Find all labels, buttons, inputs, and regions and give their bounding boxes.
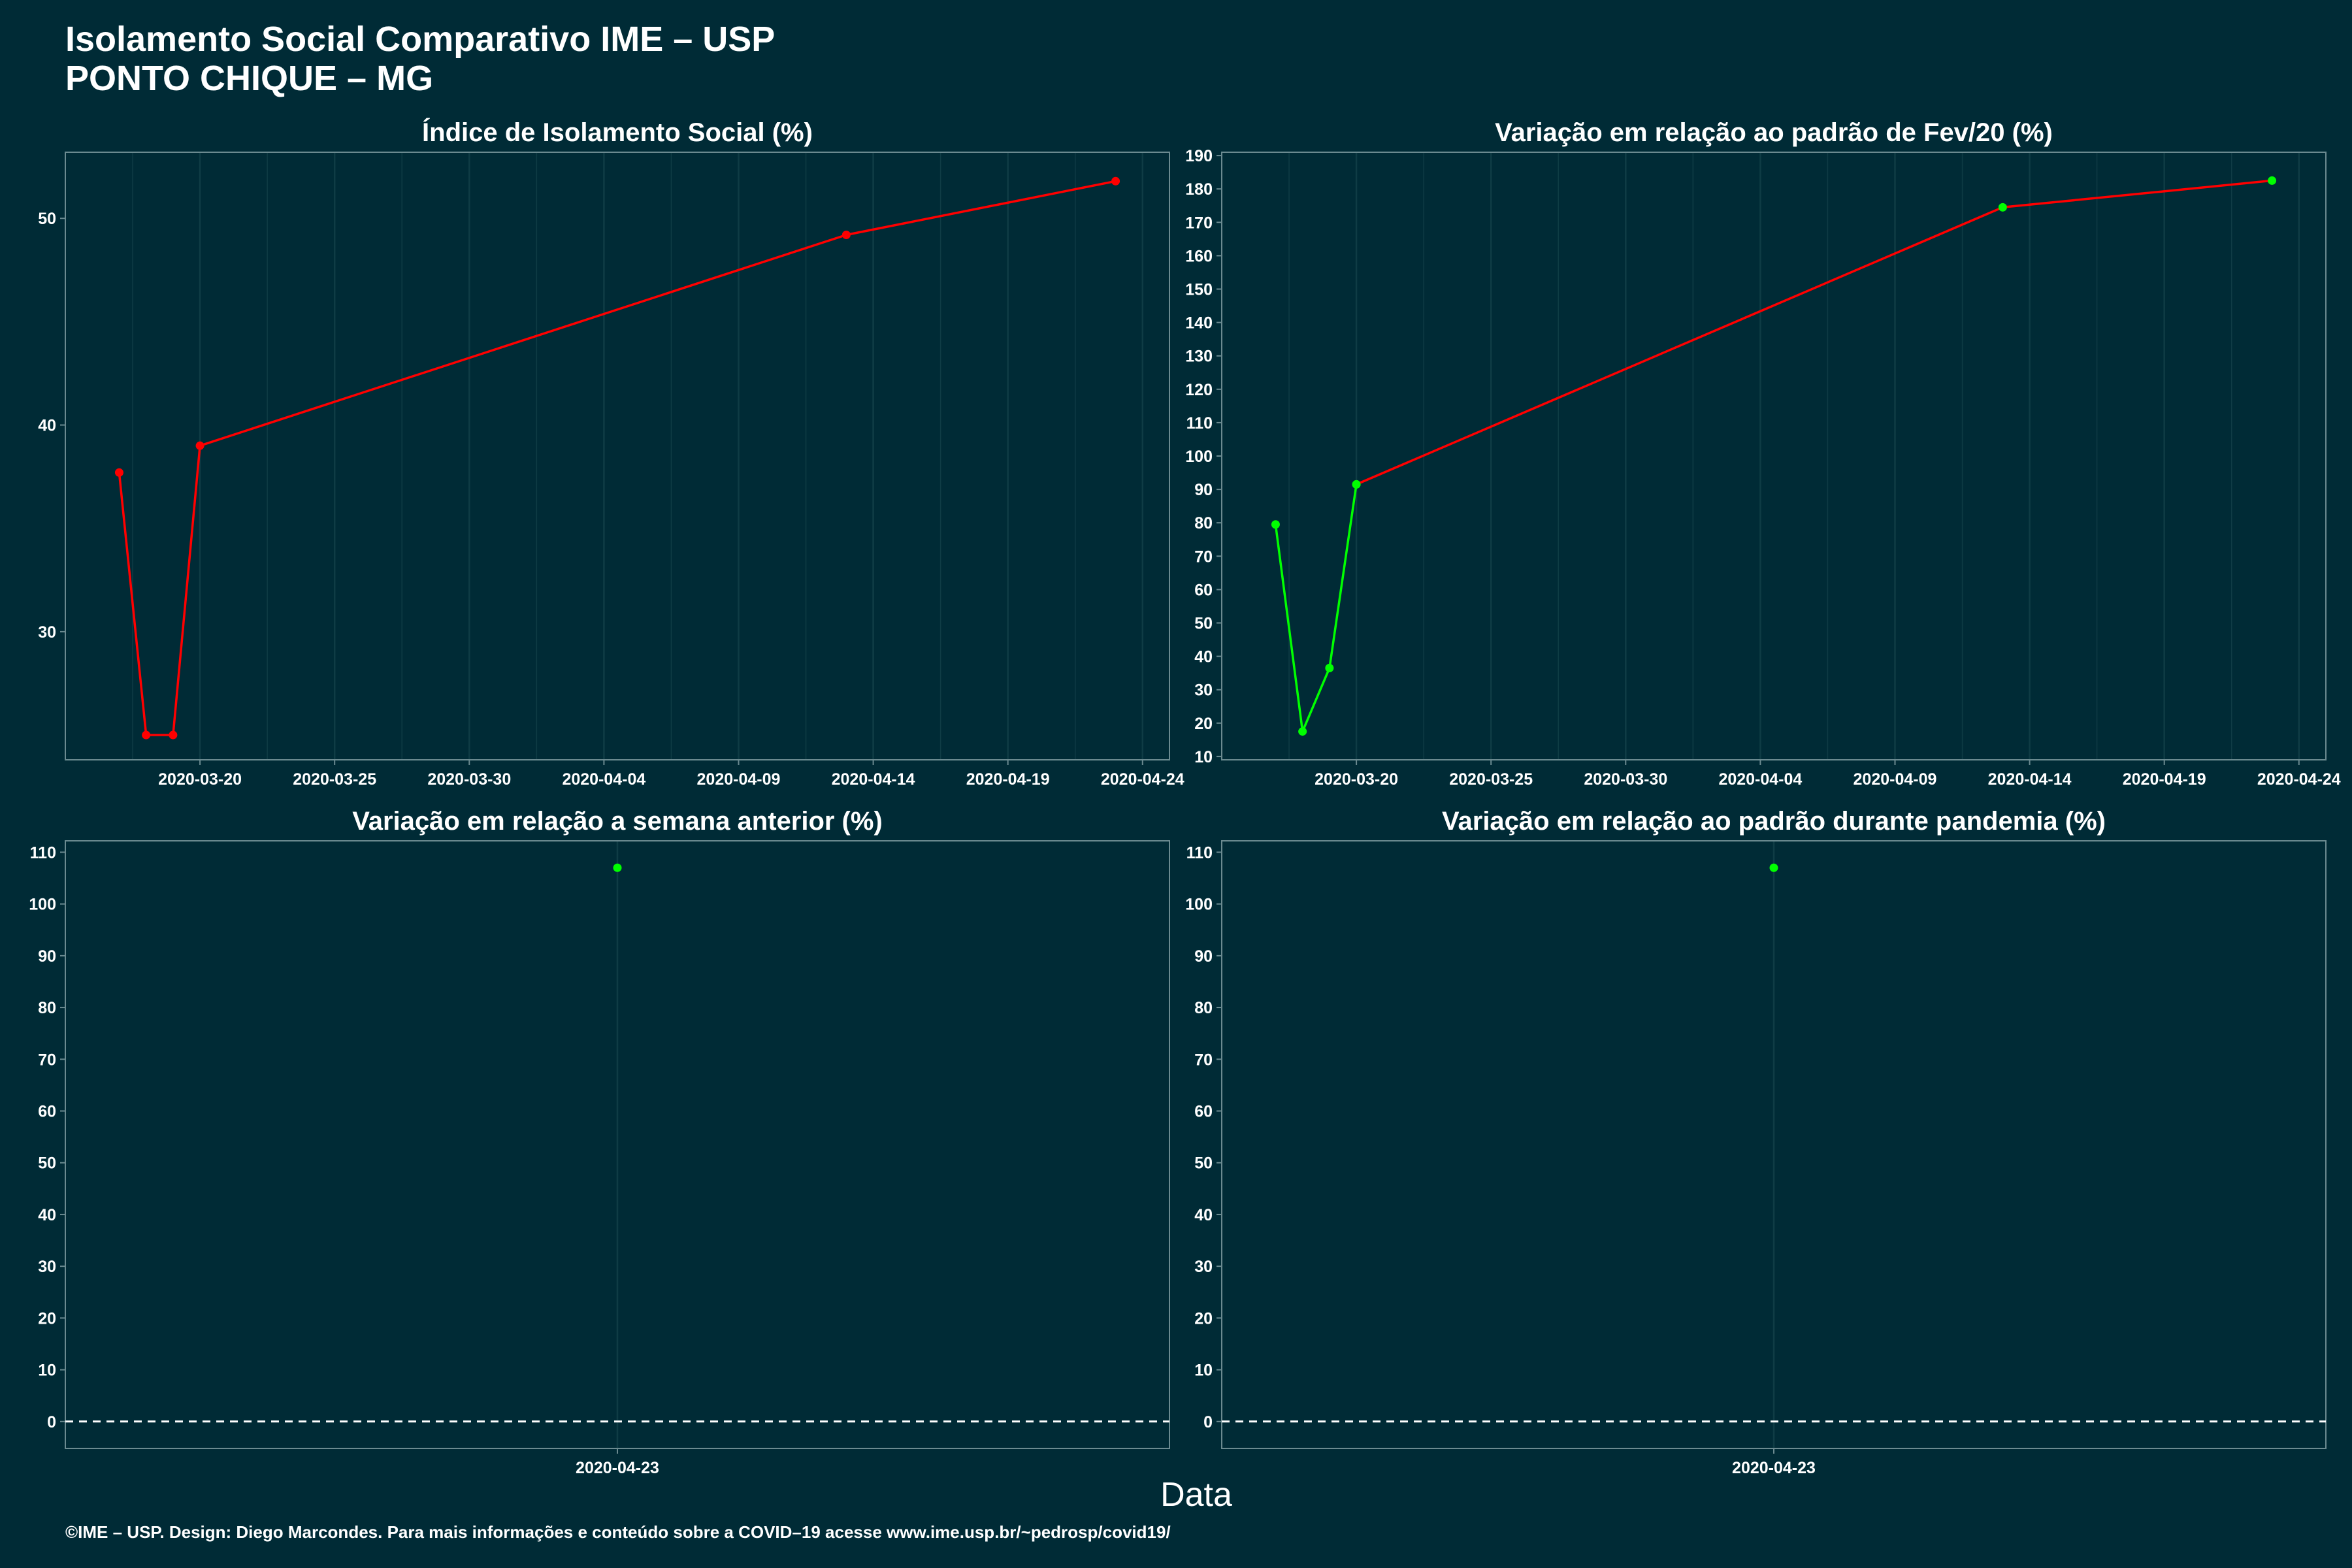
y-tick-label: 100 <box>1185 448 1213 466</box>
y-tick-label: 110 <box>30 843 56 862</box>
y-tick-label: 70 <box>1194 1051 1213 1069</box>
y-tick-label: 20 <box>38 1309 56 1328</box>
y-tick-label: 160 <box>1185 247 1213 265</box>
y-tick-label: 0 <box>1203 1413 1213 1431</box>
y-tick-label: 80 <box>1194 514 1213 532</box>
y-tick-label: 100 <box>29 896 56 914</box>
y-tick-label: 90 <box>38 947 56 966</box>
x-tick-label: 2020-04-19 <box>966 770 1050 789</box>
panel-frame <box>65 152 1170 760</box>
x-tick-label: 2020-04-09 <box>697 770 781 789</box>
panel-variation-pandemic-pattern: Variação em relação ao padrão durante pa… <box>1185 807 2327 1477</box>
y-tick-label: 10 <box>38 1362 56 1380</box>
data-point <box>1271 520 1280 529</box>
series-line <box>1274 484 1358 733</box>
x-tick-label: 2020-03-25 <box>293 770 376 789</box>
y-tick-label: 40 <box>38 1206 56 1224</box>
y-tick-label: 40 <box>1194 648 1213 666</box>
data-point <box>1769 863 1778 872</box>
y-tick-label: 50 <box>38 1154 56 1173</box>
y-tick-label: 120 <box>1185 381 1213 399</box>
data-point <box>1352 480 1361 489</box>
data-point <box>114 468 123 477</box>
x-tick-label: 2020-04-04 <box>562 770 645 789</box>
footer-caption: ©IME – USP. Design: Diego Marcondes. Par… <box>65 1522 1171 1542</box>
data-point <box>2268 176 2277 185</box>
x-tick-label: 2020-03-20 <box>158 770 242 789</box>
panel-variation-feb20: Variação em relação ao padrão de Fev/20 … <box>1185 118 2341 789</box>
y-tick-label: 170 <box>1185 214 1213 232</box>
panel-title: Variação em relação a semana anterior (%… <box>352 807 883 836</box>
y-tick-label: 130 <box>1185 348 1213 366</box>
x-tick-label: 2020-04-23 <box>1732 1459 1816 1477</box>
y-tick-label: 180 <box>1185 180 1213 199</box>
y-tick-label: 190 <box>1185 147 1213 165</box>
y-tick-label: 90 <box>1194 947 1213 966</box>
y-tick-label: 60 <box>38 1103 56 1121</box>
series-line <box>118 180 1116 736</box>
x-tick-label: 2020-04-09 <box>1854 770 1937 789</box>
x-tick-label: 2020-03-30 <box>427 770 511 789</box>
y-tick-label: 10 <box>1194 1362 1213 1380</box>
x-tick-label: 2020-04-24 <box>1101 770 1184 789</box>
y-tick-label: 30 <box>1194 1258 1213 1276</box>
data-point <box>1298 727 1307 736</box>
y-tick-label: 150 <box>1185 281 1213 299</box>
y-tick-label: 60 <box>1194 1103 1213 1121</box>
y-tick-label: 50 <box>1194 614 1213 632</box>
y-tick-label: 20 <box>1194 715 1213 733</box>
y-tick-label: 40 <box>38 417 56 435</box>
y-tick-label: 30 <box>38 1258 56 1276</box>
x-tick-label: 2020-04-14 <box>832 770 915 789</box>
y-tick-label: 30 <box>38 623 56 642</box>
y-tick-label: 30 <box>1194 681 1213 700</box>
x-tick-label: 2020-03-30 <box>1584 770 1667 789</box>
y-tick-label: 40 <box>1194 1206 1213 1224</box>
data-point <box>613 863 622 872</box>
x-tick-label: 2020-04-23 <box>576 1459 659 1477</box>
y-tick-label: 60 <box>1194 581 1213 599</box>
y-tick-label: 50 <box>1194 1154 1213 1173</box>
y-tick-label: 20 <box>1194 1309 1213 1328</box>
data-point <box>1998 203 2007 212</box>
y-tick-label: 110 <box>1186 843 1213 862</box>
y-tick-label: 50 <box>38 210 56 228</box>
x-tick-label: 2020-04-14 <box>1988 770 2072 789</box>
x-tick-label: 2020-03-20 <box>1315 770 1398 789</box>
y-tick-label: 100 <box>1185 896 1213 914</box>
data-point <box>195 441 204 450</box>
panel-variation-previous-week: Variação em relação a semana anterior (%… <box>29 807 1170 1477</box>
y-tick-label: 70 <box>1194 547 1213 566</box>
panel-title: Índice de Isolamento Social (%) <box>422 118 813 147</box>
data-point <box>841 231 851 240</box>
x-tick-label: 2020-04-24 <box>2257 770 2341 789</box>
y-tick-label: 0 <box>47 1413 56 1431</box>
main-subtitle: PONTO CHIQUE – MG <box>65 59 433 98</box>
y-tick-label: 90 <box>1194 481 1213 499</box>
data-point <box>1111 176 1120 186</box>
data-point <box>142 730 151 740</box>
y-tick-label: 110 <box>1186 414 1213 433</box>
x-axis-label: Data <box>1160 1476 1232 1514</box>
x-tick-label: 2020-03-25 <box>1449 770 1533 789</box>
main-title: Isolamento Social Comparativo IME – USP <box>65 20 775 59</box>
y-tick-label: 80 <box>38 999 56 1017</box>
panel-title: Variação em relação ao padrão de Fev/20 … <box>1495 118 2053 147</box>
y-tick-label: 140 <box>1185 314 1213 333</box>
y-tick-label: 70 <box>38 1051 56 1069</box>
y-tick-label: 10 <box>1194 748 1213 766</box>
x-tick-label: 2020-04-04 <box>1718 770 1802 789</box>
data-point <box>1325 663 1334 672</box>
data-point <box>169 730 178 740</box>
panel-title: Variação em relação ao padrão durante pa… <box>1442 807 2106 836</box>
y-tick-label: 80 <box>1194 999 1213 1017</box>
panel-isolation-index: Índice de Isolamento Social (%) 30 40 50 202… <box>38 118 1184 789</box>
x-tick-label: 2020-04-19 <box>2123 770 2206 789</box>
